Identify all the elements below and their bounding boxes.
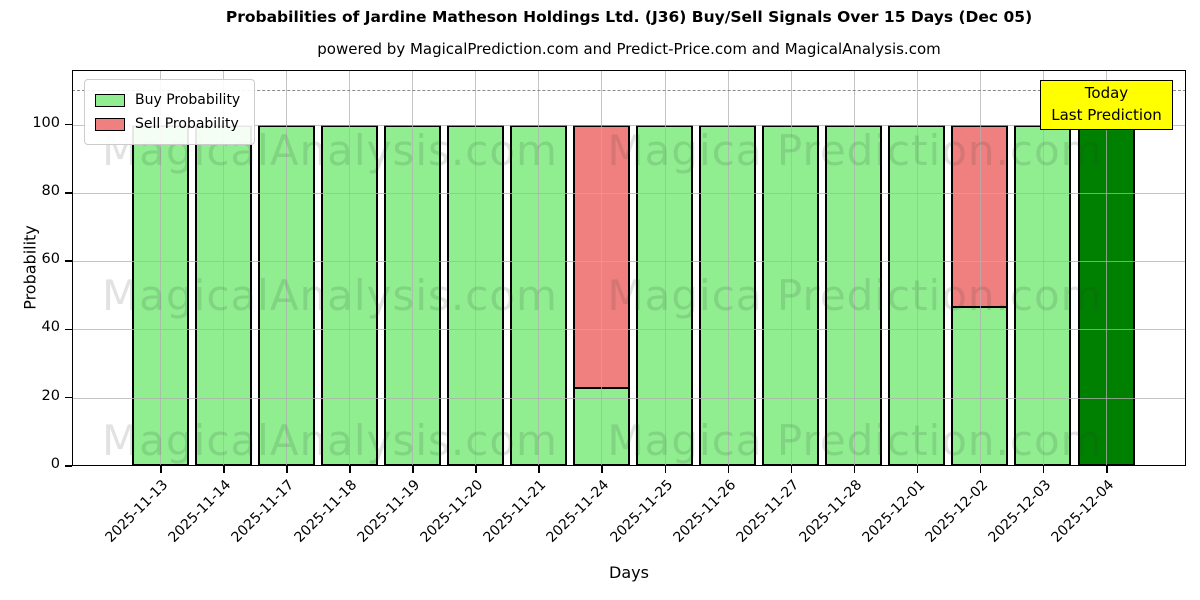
legend: Buy Probability Sell Probability: [84, 79, 256, 145]
v-gridline: [664, 70, 666, 466]
legend-item-buy: Buy Probability: [95, 88, 240, 112]
watermark-right: Magica Prediction.com: [607, 126, 1103, 175]
v-gridline: [412, 70, 414, 466]
y-tick-mark: [65, 465, 72, 467]
v-gridline: [853, 70, 855, 466]
v-gridline: [790, 70, 792, 466]
h-gridline: [72, 397, 1186, 399]
y-tick-label: 60: [41, 251, 60, 268]
today-annotation-line2: Last Prediction: [1051, 105, 1162, 124]
x-tick-mark: [475, 466, 477, 473]
y-tick-label: 100: [32, 114, 60, 131]
x-tick-mark: [601, 466, 603, 473]
v-gridline: [160, 70, 161, 466]
y-tick-label: 40: [41, 319, 60, 336]
threshold-dashed-line: [72, 90, 1186, 92]
legend-label-sell: Sell Probability: [135, 116, 239, 132]
chart-title: Probabilities of Jardine Matheson Holdin…: [225, 8, 1033, 26]
v-gridline: [1106, 70, 1108, 466]
h-gridline: [72, 124, 1186, 126]
y-tick-mark: [65, 192, 72, 194]
y-tick-mark: [65, 123, 72, 126]
legend-item-sell: Sell Probability: [95, 112, 240, 136]
x-tick-mark: [286, 466, 288, 473]
v-gridline: [538, 70, 540, 466]
x-tick-mark: [853, 466, 856, 473]
y-tick-label: 20: [41, 387, 60, 404]
y-tick-mark: [65, 260, 72, 262]
watermark-right: Magica Prediction.com: [607, 416, 1103, 465]
v-gridline: [979, 70, 981, 466]
chart-subtitle: powered by MagicalPrediction.com and Pre…: [317, 40, 941, 58]
x-tick-mark: [916, 466, 919, 473]
x-tick-mark: [349, 466, 351, 473]
v-gridline: [916, 70, 918, 466]
x-tick-mark: [979, 466, 982, 473]
today-annotation-line1: Today: [1084, 84, 1129, 102]
x-tick-mark: [160, 466, 162, 473]
h-gridline: [72, 192, 1186, 194]
v-gridline: [349, 70, 351, 466]
v-gridline: [286, 70, 288, 466]
sell-swatch-icon: [95, 117, 125, 131]
y-tick-mark: [65, 328, 72, 331]
y-tick-label: 80: [41, 182, 60, 199]
watermark-right: Magica Prediction.com: [607, 271, 1103, 320]
y-tick-label: 0: [50, 456, 60, 472]
x-tick-mark: [790, 466, 793, 473]
today-annotation: Today Last Prediction: [1040, 80, 1173, 130]
v-gridline: [727, 70, 729, 466]
x-tick-mark: [412, 466, 414, 473]
x-tick-mark: [223, 466, 225, 473]
v-gridline: [1042, 70, 1044, 466]
v-gridline: [223, 70, 225, 466]
v-gridline: [475, 70, 477, 466]
watermark-left: MagicalAnalysis.com: [102, 271, 558, 320]
x-tick-mark: [664, 466, 667, 473]
y-tick-mark: [65, 396, 72, 399]
y-axis-label: Probability: [20, 225, 40, 310]
x-tick-mark: [1042, 466, 1045, 473]
v-gridline: [601, 70, 603, 466]
h-gridline: [72, 261, 1186, 263]
legend-label-buy: Buy Probability: [135, 92, 241, 108]
x-tick-mark: [538, 466, 540, 473]
x-axis-label: Days: [609, 563, 649, 582]
watermark-left: MagicalAnalysis.com: [102, 416, 558, 465]
x-tick-mark: [1106, 466, 1108, 473]
buy-swatch-icon: [95, 93, 125, 107]
x-tick-mark: [727, 466, 730, 473]
h-gridline: [72, 329, 1186, 331]
